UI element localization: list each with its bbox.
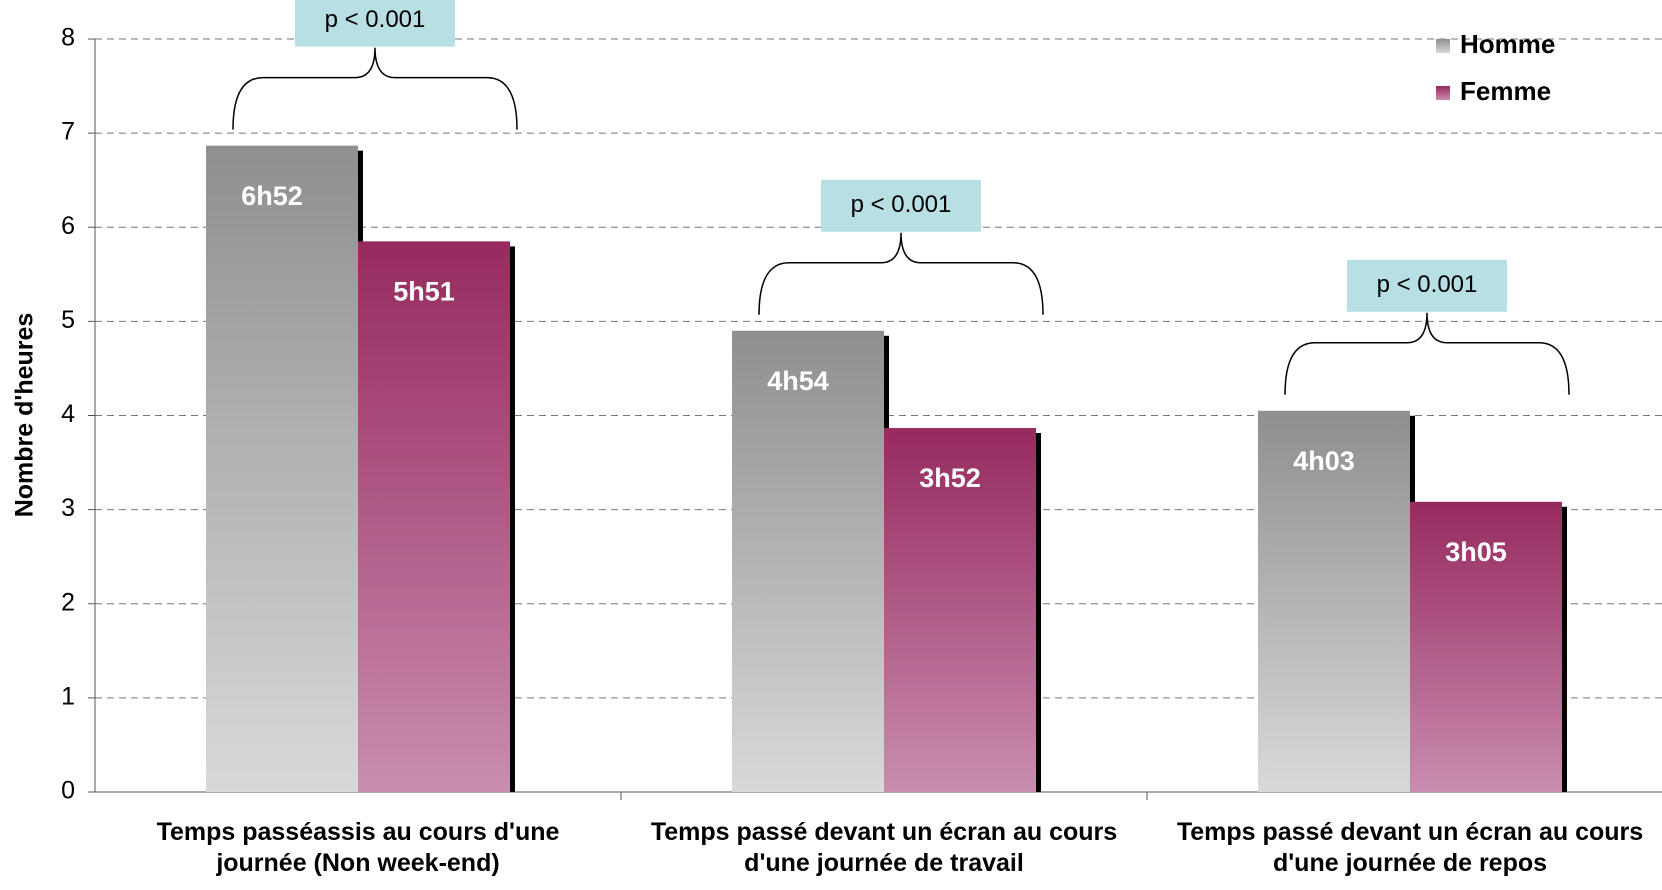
y-tick-label: 8 (61, 24, 75, 52)
value-label: 4h54 (767, 366, 829, 396)
annotation-box (821, 179, 981, 232)
annotation: p < 0.001 (325, 6, 426, 33)
legend-label: Homme (1460, 29, 1555, 59)
y-tick-label: 6 (61, 212, 75, 240)
y-tick-label: 5 (61, 306, 75, 334)
legend-swatch (1436, 39, 1450, 53)
value-label: 4h03 (1293, 446, 1355, 476)
x-tick-label: Temps passé devant un écran au cours d'u… (1176, 818, 1644, 877)
annotation: p < 0.001 (1377, 271, 1478, 298)
bracket (758, 232, 1044, 315)
annotation: p < 0.001 (851, 191, 952, 218)
value-label: 3h05 (1445, 537, 1507, 567)
annotation-box (1347, 259, 1507, 312)
bar (732, 330, 884, 792)
bracket (232, 47, 518, 130)
bracket (1284, 312, 1570, 395)
legend-swatch (1436, 86, 1450, 100)
y-axis-label: Nombre d'heures (11, 313, 39, 518)
bar (884, 428, 1036, 792)
annotation-box (295, 0, 455, 47)
y-tick-label: 0 (61, 777, 75, 805)
value-label: 3h52 (919, 463, 981, 493)
value-label: 5h51 (393, 276, 455, 306)
value-label: 6h52 (241, 181, 303, 211)
legend-label: Femme (1460, 76, 1551, 106)
bar (1410, 501, 1562, 792)
y-tick-label: 3 (61, 494, 75, 522)
x-tick-label: Temps passé devant un écran au cours d'u… (650, 818, 1118, 877)
y-tick-label: 7 (61, 118, 75, 146)
y-tick-label: 1 (61, 682, 75, 710)
bar (1258, 410, 1410, 792)
y-tick-label: 4 (61, 400, 75, 428)
x-tick-label: Temps passéassis au cours d'une journée … (156, 818, 560, 877)
bar (206, 145, 358, 793)
y-tick-label: 2 (61, 588, 75, 616)
bar (358, 241, 510, 792)
